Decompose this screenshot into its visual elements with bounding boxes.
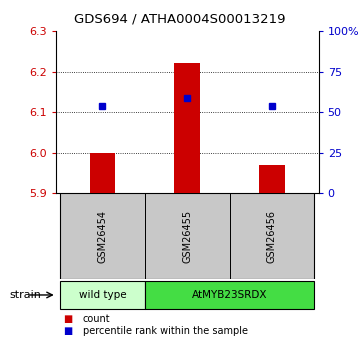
Text: AtMYB23SRDX: AtMYB23SRDX	[192, 290, 267, 300]
Text: GSM26454: GSM26454	[98, 210, 107, 263]
Text: percentile rank within the sample: percentile rank within the sample	[83, 326, 248, 336]
Bar	[230, 193, 314, 279]
Text: GSM26456: GSM26456	[267, 210, 277, 263]
Bar	[259, 165, 285, 193]
Bar	[60, 281, 145, 309]
Text: GSM26455: GSM26455	[182, 210, 192, 263]
Bar	[90, 152, 115, 193]
Text: ■: ■	[63, 326, 72, 336]
Text: ■: ■	[63, 314, 72, 324]
Text: wild type: wild type	[78, 290, 126, 300]
Bar	[60, 193, 145, 279]
Bar	[145, 193, 230, 279]
Text: count: count	[83, 314, 111, 324]
Bar	[145, 281, 314, 309]
Text: strain: strain	[9, 290, 41, 300]
Bar	[175, 63, 200, 193]
Text: GDS694 / ATHA0004S00013219: GDS694 / ATHA0004S00013219	[74, 12, 286, 25]
